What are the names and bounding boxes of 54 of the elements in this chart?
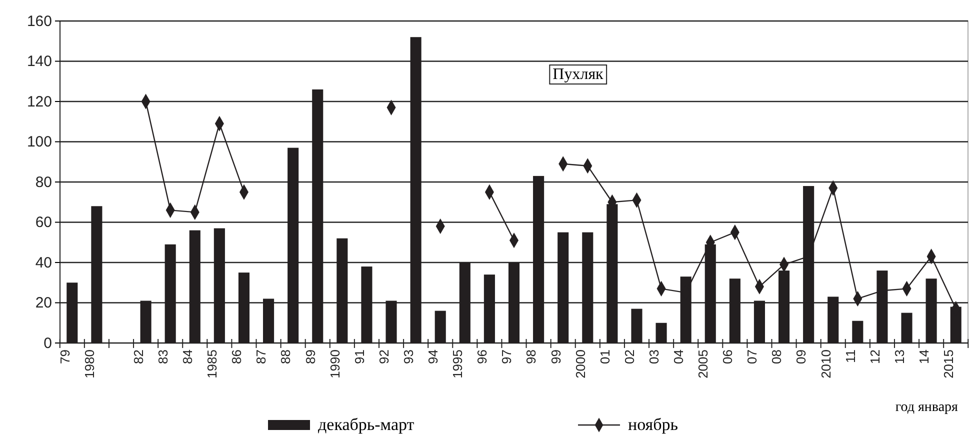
y-tick-label: 120 (26, 93, 52, 110)
x-tick-label: 1980 (82, 350, 97, 378)
x-tick-label: 04 (670, 350, 686, 364)
x-tick-label: 99 (548, 350, 564, 364)
x-tick-label: 02 (622, 350, 637, 364)
x-tick-label: 86 (229, 350, 244, 364)
x-tick-label: 2000 (572, 350, 588, 378)
x-tick-label: 91 (352, 350, 367, 364)
legend-label: декабрь-март (318, 415, 415, 434)
x-tick-label: 79 (57, 350, 72, 364)
annotation: Пухляк (552, 66, 604, 83)
x-tick-label: 89 (302, 350, 318, 364)
x-tick-label: 2010 (818, 350, 834, 378)
x-tick-label: 87 (254, 350, 269, 364)
x-tick-label: 93 (400, 350, 416, 364)
x-tick-label: 12 (867, 350, 882, 364)
y-tick-label: 60 (35, 214, 52, 232)
x-tick-label: 08 (769, 350, 784, 364)
y-tick-label: 20 (35, 294, 52, 312)
x-axis-title: год января (895, 400, 959, 415)
x-tick-label: 1995 (450, 350, 466, 378)
x-tick-label: 97 (499, 350, 514, 364)
x-tick-label: 07 (744, 350, 760, 364)
x-tick-label: 06 (720, 350, 736, 364)
bar (656, 322, 667, 343)
x-tick-label: 98 (524, 350, 539, 364)
x-tick-label: 1990 (327, 350, 342, 378)
x-tick-label: 11 (842, 350, 858, 363)
y-tick-label: 0 (44, 334, 52, 352)
bar (631, 308, 642, 343)
x-tick-label: 1985 (204, 350, 220, 378)
x-tick-label: 2015 (941, 350, 956, 378)
y-tick-label: 80 (35, 174, 52, 191)
x-tick-label: 01 (597, 350, 612, 364)
x-tick-label: 96 (474, 350, 490, 364)
x-tick-label: 88 (278, 350, 294, 364)
x-tick-label: 13 (892, 350, 907, 364)
x-tick-label: 92 (376, 350, 392, 364)
x-tick-label: 14 (916, 350, 932, 364)
x-tick-label: 09 (794, 350, 809, 364)
bar (852, 320, 864, 343)
y-tick-label: 100 (26, 134, 52, 151)
y-tick-label: 140 (26, 53, 52, 70)
x-tick-label: 2005 (696, 350, 711, 378)
y-tick-label: 40 (35, 254, 52, 272)
bar (901, 312, 912, 343)
x-tick-label: 03 (646, 350, 662, 364)
legend-label: ноябрь (628, 415, 678, 434)
bar (434, 310, 446, 343)
x-tick-label: 84 (180, 350, 196, 364)
y-tick-label: 160 (26, 12, 52, 30)
x-tick-label: 83 (155, 350, 170, 364)
x-tick-label: 82 (130, 350, 146, 364)
x-tick-label: 94 (426, 350, 441, 364)
